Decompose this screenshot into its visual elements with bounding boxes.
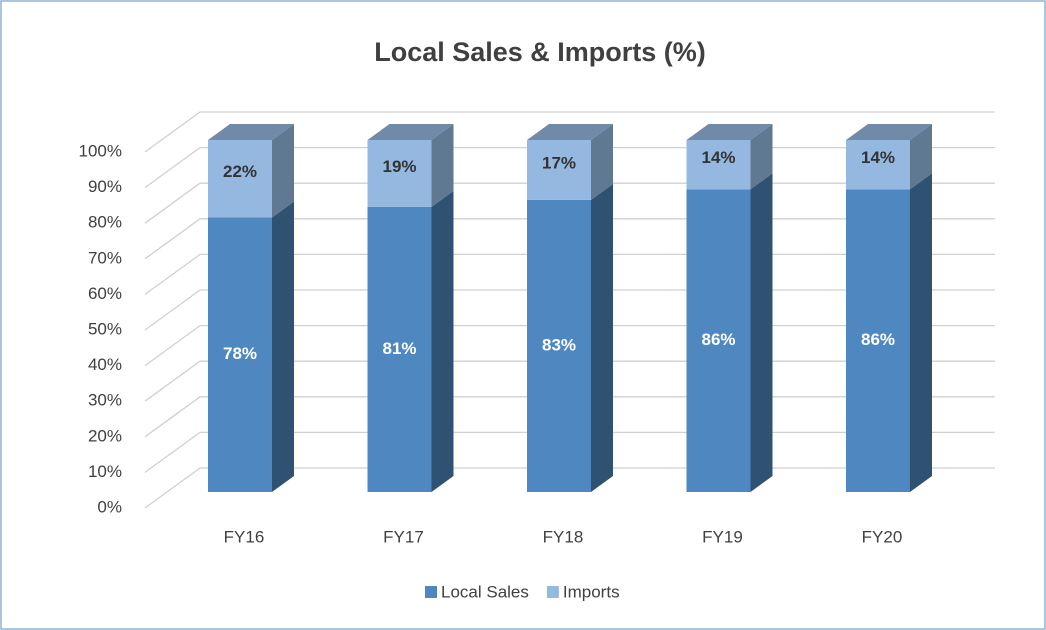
bar-front <box>527 140 591 200</box>
bar-top <box>208 124 294 140</box>
bar-front <box>527 199 591 492</box>
bar-side <box>272 124 294 218</box>
y-tick-label: 60% <box>88 284 122 303</box>
bar-segment <box>367 124 454 207</box>
y-tick-label: 40% <box>88 355 122 374</box>
y-tick-label: 70% <box>88 248 122 267</box>
bar-segment <box>527 183 613 492</box>
bar-top <box>846 124 932 140</box>
bar-side <box>910 124 932 190</box>
y-tick-label: 50% <box>88 319 122 338</box>
y-tick-label: 30% <box>88 391 122 410</box>
data-label: 14% <box>861 148 895 167</box>
legend-label: Imports <box>563 582 620 601</box>
data-label: 81% <box>382 339 416 358</box>
y-tick-label: 20% <box>88 426 122 445</box>
x-tick-label: FY19 <box>702 527 743 546</box>
bar-segment <box>686 124 773 190</box>
data-label: 86% <box>701 330 735 349</box>
y-tick-label: 10% <box>88 462 122 481</box>
bar-front <box>846 140 910 190</box>
bar-segment <box>686 173 773 492</box>
bar-front <box>367 140 432 207</box>
grid-line <box>144 111 995 153</box>
data-label: 78% <box>223 344 257 363</box>
chart-title: Local Sales & Imports (%) <box>374 37 706 67</box>
bar-front <box>208 140 272 218</box>
data-label: 22% <box>223 162 257 181</box>
legend-swatch <box>546 586 559 598</box>
x-tick-label: FY20 <box>862 527 903 546</box>
bar-side <box>591 124 613 200</box>
y-tick-label: 0% <box>97 497 122 516</box>
data-label: 19% <box>382 157 416 176</box>
bar-front <box>208 217 272 492</box>
legend-label: Local Sales <box>441 582 529 601</box>
legend-swatch <box>425 586 437 598</box>
x-tick-label: FY17 <box>383 527 424 546</box>
bar-top <box>527 124 613 140</box>
y-tick-label: 80% <box>88 213 122 232</box>
bar-side <box>750 124 773 190</box>
bar-segment <box>208 201 294 492</box>
bar-side <box>431 190 454 492</box>
bar-side <box>431 124 454 207</box>
bar-segment <box>367 190 454 492</box>
y-tick-label: 90% <box>88 177 122 196</box>
bar-side <box>750 173 773 492</box>
bar-top <box>367 124 454 140</box>
bar-front <box>367 206 432 492</box>
bar-segment <box>846 124 932 190</box>
data-label: 83% <box>542 335 576 354</box>
bar-segment <box>208 124 294 218</box>
data-label: 86% <box>861 330 895 349</box>
y-tick-label: 100% <box>79 141 122 160</box>
bar-side <box>910 173 932 492</box>
bar-segment <box>846 173 932 492</box>
bar-front <box>846 189 910 492</box>
bar-front <box>686 140 751 190</box>
x-tick-label: FY16 <box>224 527 265 546</box>
x-tick-label: FY18 <box>543 527 584 546</box>
data-label: 14% <box>701 148 735 167</box>
bar-side <box>272 201 294 492</box>
bar-front <box>686 189 751 492</box>
bar-segment <box>527 124 613 200</box>
bar-top <box>686 124 773 140</box>
bar-side <box>591 183 613 492</box>
data-label: 17% <box>542 153 576 172</box>
